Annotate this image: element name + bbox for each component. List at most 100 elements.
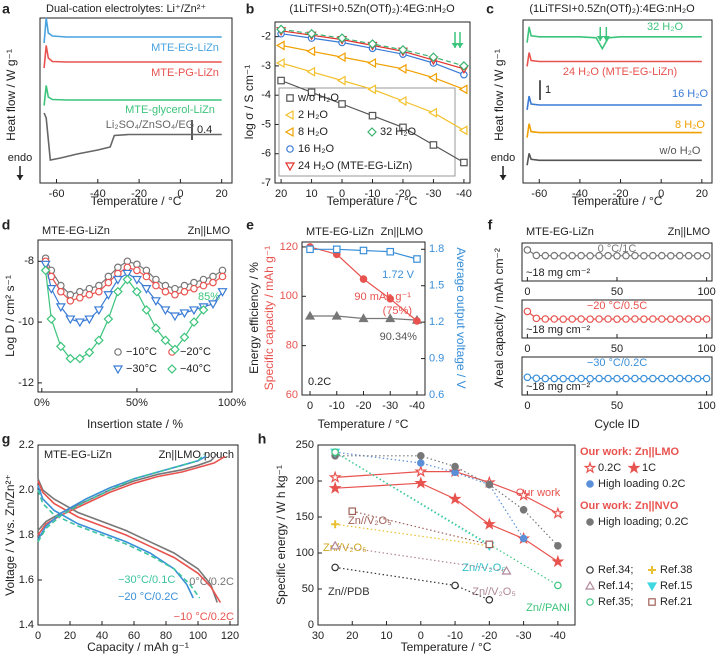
- series-line: [37, 455, 207, 599]
- y-tick-label: 100: [296, 547, 314, 559]
- marker: [368, 111, 377, 120]
- x-axis-label: Temperature / °C: [401, 640, 492, 654]
- marker: [141, 305, 152, 315]
- series-label: −30 °C/0.2C: [587, 357, 647, 369]
- panel-letter: f: [488, 217, 493, 233]
- marker: [336, 52, 346, 63]
- marker: [604, 251, 612, 260]
- marker: [133, 260, 141, 269]
- legend-marker: [367, 127, 377, 137]
- marker: [142, 266, 151, 275]
- marker: [84, 315, 95, 325]
- marker: [414, 476, 428, 489]
- series-label: 0 °C/1C: [598, 243, 637, 255]
- series-label: 24 H₂O (MTE-EG-LiZn): [563, 66, 677, 78]
- marker: [649, 315, 657, 323]
- marker: [532, 251, 541, 260]
- annotation: Zn||LMO: [188, 225, 231, 237]
- annotation: Zn||LMO pouch: [159, 449, 234, 461]
- marker: [40, 260, 51, 270]
- legend-marker: [167, 364, 177, 374]
- marker: [85, 284, 94, 293]
- marker: [85, 290, 94, 299]
- marker: [331, 520, 340, 529]
- y-tick-label: 60: [286, 389, 298, 401]
- legend-label: 1C: [642, 462, 656, 474]
- marker: [559, 315, 568, 323]
- marker: [170, 344, 180, 355]
- marker: [275, 57, 285, 69]
- marker: [604, 374, 612, 383]
- value-label: 1.72 V: [382, 269, 414, 281]
- marker: [55, 341, 66, 352]
- marker: [523, 373, 532, 382]
- legend-label: Ref.34;: [598, 564, 633, 576]
- annotation: Zn||LMO: [668, 226, 711, 238]
- marker: [160, 335, 171, 346]
- marker: [586, 251, 594, 260]
- marker: [199, 281, 208, 290]
- marker: [666, 251, 675, 260]
- annotation: MTE-EG-LiZn: [42, 225, 110, 237]
- marker: [428, 107, 438, 118]
- series-line: [43, 112, 222, 161]
- panel-letter: d: [2, 217, 11, 233]
- plot-frame: [37, 239, 233, 393]
- y2-tick-label: 1.8: [429, 243, 444, 255]
- series-line: [352, 510, 490, 545]
- marker: [188, 306, 199, 316]
- x-tick-label: 80: [160, 630, 172, 642]
- panel-letter: h: [258, 431, 267, 447]
- marker: [613, 315, 621, 323]
- marker: [559, 251, 568, 260]
- marker: [519, 534, 528, 543]
- legend-marker: [648, 566, 656, 574]
- x-tick-label: -30: [425, 188, 441, 200]
- y-tick-label: 50: [302, 583, 314, 595]
- marker: [328, 481, 342, 494]
- x-tick-label: -10: [365, 188, 381, 200]
- y-axis-label: Areal capacity / mAh cm⁻²: [492, 248, 506, 388]
- marker: [586, 374, 594, 383]
- marker: [94, 335, 104, 346]
- x-tick-label: 20: [696, 188, 708, 200]
- marker: [541, 374, 550, 383]
- x-tick-label: 20: [346, 630, 358, 642]
- marker: [198, 305, 209, 315]
- series-label: −30°C/0.1C: [118, 574, 175, 586]
- marker: [131, 275, 142, 285]
- legend-label: 16 H₂O: [298, 143, 335, 155]
- marker: [684, 315, 693, 323]
- marker: [577, 315, 585, 323]
- marker: [595, 374, 603, 383]
- marker: [150, 297, 161, 307]
- y-axis-label: Log D / cm² s⁻¹: [3, 275, 17, 357]
- x-tick-label: 50: [611, 343, 623, 355]
- marker: [74, 353, 85, 364]
- x-tick-label: -40: [572, 188, 588, 200]
- marker: [76, 287, 84, 296]
- x-tick-label: 0: [524, 400, 530, 412]
- panel-letter: e: [246, 217, 254, 233]
- marker: [622, 251, 630, 260]
- series-line: [526, 123, 702, 138]
- marker: [55, 303, 66, 313]
- marker: [160, 306, 171, 316]
- value-label: 90.34%: [380, 331, 418, 343]
- y-tick-label: 120: [280, 241, 298, 253]
- legend-marker: [284, 162, 296, 172]
- series-label: 8 H₂O: [675, 119, 705, 131]
- marker: [189, 317, 199, 327]
- x-tick-label: 50: [611, 400, 623, 412]
- y-tick-label: -6: [261, 148, 271, 160]
- annotation: MTE-EG-LiZn: [44, 449, 112, 461]
- value-label: 90 mAh g⁻¹: [354, 291, 411, 303]
- marker: [458, 125, 468, 136]
- series-line: [335, 471, 559, 514]
- series-line: [335, 545, 507, 572]
- x-tick-label: 100%: [218, 397, 246, 409]
- marker: [551, 554, 565, 568]
- legend-label: −20°C: [180, 346, 211, 358]
- marker: [76, 293, 84, 302]
